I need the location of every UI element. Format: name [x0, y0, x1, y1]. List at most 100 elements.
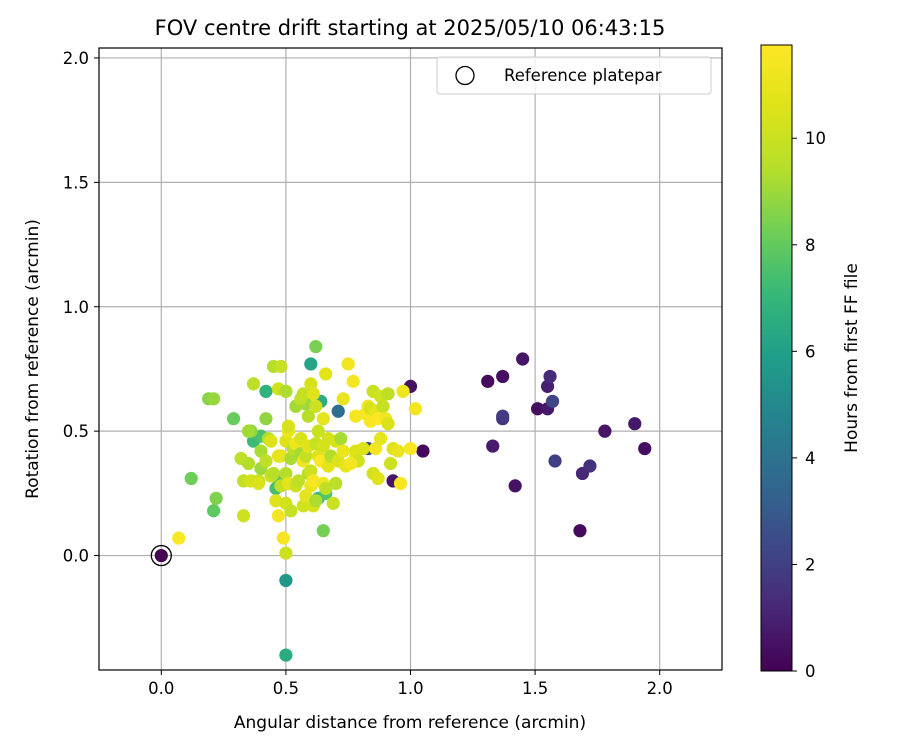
data-point	[545, 394, 560, 408]
data-point	[269, 494, 283, 508]
data-points	[154, 339, 652, 662]
data-point	[496, 409, 510, 423]
data-point	[381, 417, 395, 431]
x-tick-label: 0.0	[148, 679, 174, 698]
data-point	[371, 471, 385, 486]
data-point	[284, 504, 298, 518]
legend-marker-icon	[455, 65, 475, 86]
legend: Reference platepar	[436, 56, 712, 95]
colorbar: 0 2 4 6 8 10 Hours from first FF file	[760, 44, 862, 681]
data-point	[264, 434, 278, 448]
data-point	[226, 412, 241, 426]
colorbar-label: Hours from first FF file	[842, 263, 862, 453]
data-point	[638, 441, 652, 456]
reference-marker	[150, 544, 172, 567]
chart-title: FOV centre drift starting at 2025/05/10 …	[155, 16, 666, 40]
colorbar-tick-label: 10	[805, 129, 826, 148]
data-point	[279, 573, 293, 588]
data-point	[274, 359, 288, 374]
y-ticks: 0.0 0.5 1.0 1.5 2.0	[63, 49, 99, 566]
data-point	[279, 384, 293, 398]
colorbar-tick-label: 6	[805, 342, 816, 361]
data-point	[573, 524, 587, 538]
data-point	[241, 456, 256, 471]
data-point	[543, 369, 557, 384]
data-point	[508, 479, 522, 493]
data-point	[276, 531, 291, 545]
data-point	[341, 357, 355, 371]
data-point	[259, 454, 273, 468]
data-point	[583, 459, 597, 473]
legend-box	[436, 56, 712, 95]
data-point	[291, 474, 305, 488]
data-point	[530, 402, 545, 416]
data-point	[299, 489, 313, 503]
data-point	[304, 464, 318, 478]
data-point	[209, 491, 223, 505]
data-point	[279, 546, 293, 560]
data-point	[334, 432, 348, 446]
data-point	[349, 409, 363, 423]
data-point	[259, 384, 273, 398]
data-point	[356, 441, 370, 456]
data-point	[321, 459, 335, 473]
colorbar-tick-label: 0	[805, 662, 816, 681]
data-point	[251, 476, 266, 490]
data-point	[396, 384, 410, 398]
data-point	[254, 444, 268, 458]
data-point	[316, 412, 330, 426]
data-point	[331, 404, 345, 418]
data-point	[274, 449, 288, 463]
data-point	[304, 377, 318, 391]
data-point	[383, 456, 398, 471]
x-tick-label: 0.5	[273, 679, 299, 698]
data-point	[304, 357, 318, 371]
data-point	[381, 387, 395, 401]
data-point	[344, 456, 358, 471]
data-point	[309, 339, 323, 354]
data-point	[628, 417, 642, 431]
data-point	[172, 531, 186, 545]
data-point	[316, 439, 330, 453]
data-point	[236, 509, 251, 523]
data-point	[241, 424, 256, 438]
colorbar-tick-label: 4	[805, 449, 816, 468]
data-point	[416, 444, 430, 458]
data-point	[309, 399, 323, 413]
data-point	[309, 494, 323, 508]
grid	[99, 48, 722, 670]
data-point	[207, 504, 221, 518]
data-point	[329, 476, 343, 490]
data-point	[301, 409, 315, 423]
data-point	[486, 439, 500, 453]
colorbar-tick-label: 2	[805, 555, 816, 574]
data-point	[184, 471, 198, 486]
reference-platepar-marker	[150, 544, 172, 567]
data-point	[369, 441, 383, 456]
y-tick-label: 0.0	[63, 547, 89, 566]
data-point	[306, 474, 320, 488]
data-point	[373, 432, 388, 446]
data-point	[296, 387, 310, 401]
data-point	[376, 399, 390, 413]
data-point	[393, 476, 408, 490]
data-point	[306, 387, 320, 401]
data-point	[391, 444, 405, 458]
data-point	[207, 392, 221, 406]
data-point	[296, 499, 310, 513]
data-point	[154, 548, 168, 563]
x-tick-label: 1.5	[522, 679, 548, 698]
data-point	[336, 392, 350, 406]
y-tick-label: 1.5	[63, 173, 89, 192]
data-point	[319, 481, 333, 495]
data-point	[316, 524, 330, 538]
x-axis-label: Angular distance from reference (arcmin)	[234, 713, 586, 733]
data-point	[279, 466, 293, 481]
data-point	[346, 374, 360, 388]
data-point	[326, 496, 340, 510]
data-point	[299, 449, 313, 463]
x-tick-label: 1.0	[397, 679, 423, 698]
data-point	[266, 466, 281, 481]
x-tick-label: 2.0	[647, 679, 673, 698]
